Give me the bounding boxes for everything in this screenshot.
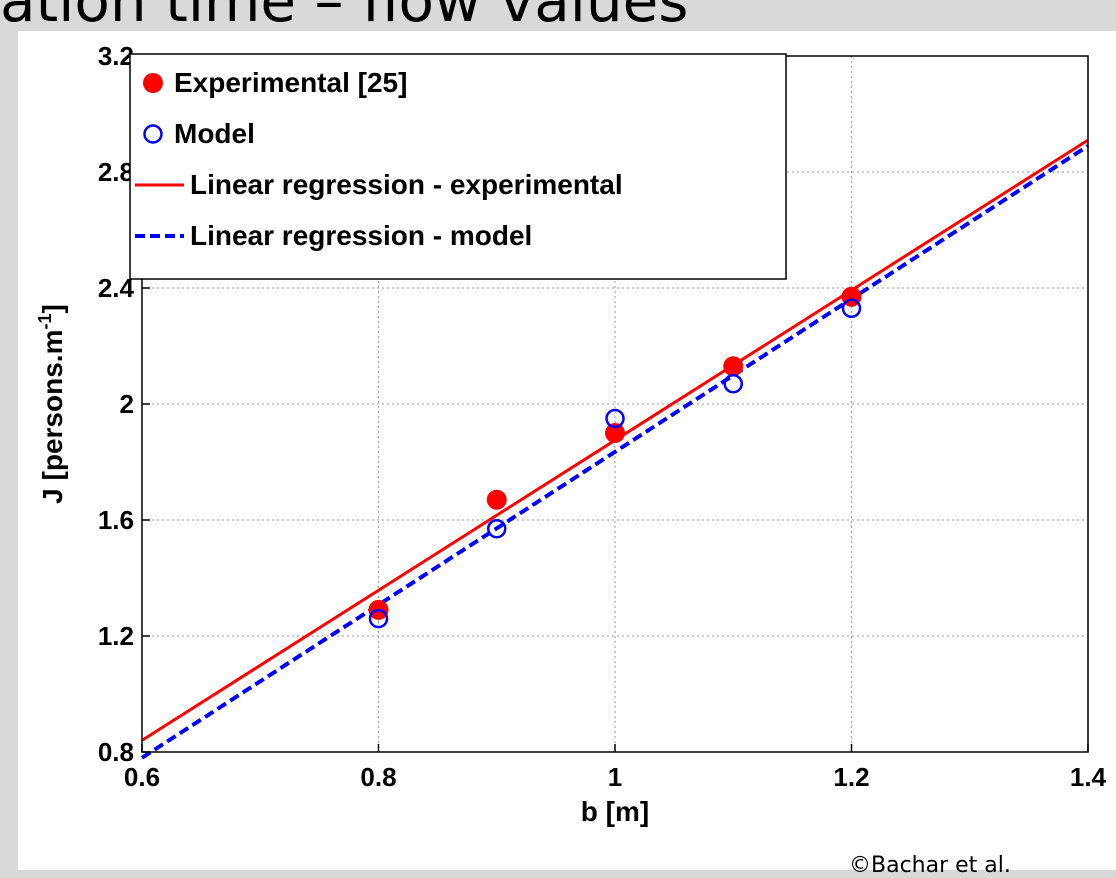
y-axis-label-superscript: -1 — [35, 314, 55, 330]
chart: 0.6 0.8 1 1.2 1.40.81.21.622.42.83.2Experime… — [35, 41, 1107, 827]
y-axis-label-suffix: ] — [37, 304, 68, 313]
experimental-point — [605, 423, 625, 443]
y-tick-label: 1.2 — [98, 621, 134, 651]
slide-title: ation time – flow values — [0, 0, 689, 35]
x-tick-label: 1 — [608, 762, 622, 792]
y-tick-label: 2 — [120, 389, 134, 419]
x-tick-label: 0.6 — [124, 762, 160, 792]
x-tick-label: 1.4 — [1070, 762, 1107, 792]
x-axis-label: b [m] — [581, 796, 649, 827]
legend-label-regression-model: Linear regression - model — [190, 220, 532, 251]
x-tick-label: 1.2 — [833, 762, 869, 792]
regression-line-model — [140, 144, 1090, 760]
y-axis-label-main: J [persons.m — [37, 330, 68, 504]
copyright-text: ©Bachar et al. — [849, 853, 1011, 878]
y-tick-label: 2.8 — [98, 157, 134, 187]
y-axis-label: J [persons.m-1] — [35, 304, 68, 504]
model-point — [723, 373, 743, 394]
x-tick-label: 0.8 — [360, 762, 396, 792]
legend-box — [129, 53, 787, 280]
legend-label-experimental: Experimental [25] — [174, 67, 407, 98]
legend-label-regression-experimental: Linear regression - experimental — [190, 169, 623, 200]
model-point — [487, 518, 507, 539]
model-point — [841, 298, 862, 319]
y-tick-label: 2.4 — [98, 273, 135, 303]
legend-label-model: Model — [174, 118, 255, 149]
y-tick-label: 1.6 — [98, 505, 134, 535]
legend-marker-experimental — [143, 73, 163, 93]
experimental-point — [723, 356, 744, 377]
chart-panel: 0.6 0.8 1 1.2 1.4 0.8 1.2 1.6 2 2.4 2.8 3.2 Experime… — [18, 31, 1116, 878]
model-point — [605, 408, 625, 429]
model-point — [368, 608, 389, 629]
experimental-point — [486, 489, 507, 510]
y-tick-label: 3.2 — [98, 41, 134, 71]
y-tick-label: 0.8 — [98, 737, 134, 767]
legend-marker-model — [143, 124, 163, 144]
